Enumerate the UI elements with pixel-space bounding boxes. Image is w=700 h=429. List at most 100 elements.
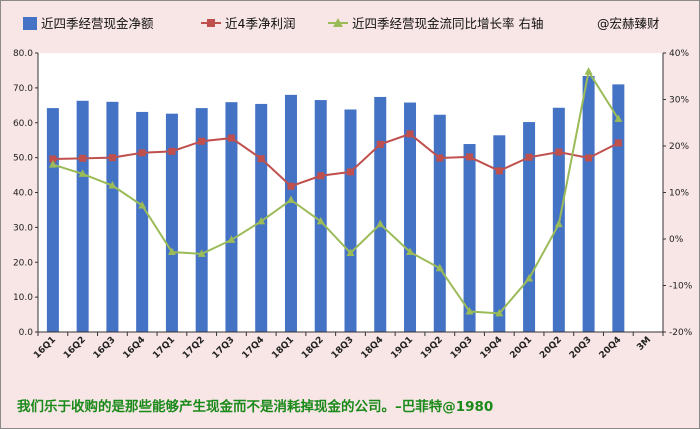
- x-tick-label: 19Q4: [479, 335, 505, 361]
- profit-point: [406, 130, 414, 138]
- x-tick-label: 19Q1: [389, 335, 415, 361]
- x-tick-label: 16Q1: [32, 335, 58, 361]
- bar: [195, 108, 208, 332]
- buffett-quote: 我们乐于收购的是那些能够产生现金而不是消耗掉现金的公司。–巴菲特@1980: [17, 399, 494, 415]
- x-tick-label: 16Q3: [92, 335, 118, 361]
- legend-label: 近四季经营现金流同比增长率 右轴: [352, 16, 543, 31]
- profit-point: [49, 155, 57, 163]
- growth-point: [435, 263, 444, 272]
- growth-point: [48, 160, 57, 168]
- growth-point: [108, 181, 117, 189]
- left-tick-label: 40.0: [13, 189, 33, 199]
- left-tick-label: 10.0: [13, 293, 33, 303]
- growth-point: [376, 219, 385, 228]
- right-tick-label: -20%: [669, 328, 693, 338]
- x-tick-label: 16Q4: [122, 335, 148, 361]
- growth-point: [138, 201, 147, 209]
- growth-point: [286, 195, 295, 203]
- legend-marker-triangle: [333, 18, 343, 27]
- legend-marker-square: [207, 19, 215, 27]
- bar: [463, 144, 476, 332]
- x-tick-label: 19Q3: [449, 335, 475, 361]
- profit-point: [287, 182, 295, 190]
- bar: [225, 102, 238, 332]
- profit-point: [376, 140, 384, 148]
- x-tick-label: 20Q1: [508, 335, 534, 361]
- right-tick-label: 40%: [669, 49, 689, 59]
- right-tick-label: 30%: [669, 96, 689, 106]
- growth-point: [614, 114, 623, 123]
- profit-point: [347, 168, 354, 176]
- growth-point: [495, 308, 504, 317]
- x-tick-label: 20Q2: [538, 335, 564, 361]
- legend: 近四季经营现金净额 近4季净利润 近四季经营现金流同比增长率 右轴 @宏赫臻财: [23, 16, 660, 31]
- bar: [374, 96, 387, 332]
- profit-point: [525, 153, 533, 161]
- profit-point: [108, 154, 116, 162]
- growth-line: [52, 68, 620, 315]
- x-tick-label: 17Q4: [241, 335, 267, 361]
- x-tick-label: 17Q3: [211, 335, 237, 361]
- growth-point: [525, 274, 534, 282]
- growth-point: [197, 249, 206, 257]
- growth-point: [554, 219, 563, 228]
- bar: [344, 109, 357, 332]
- bar: [582, 76, 595, 332]
- left-tick-label: 70.0: [13, 84, 33, 94]
- profit-point: [79, 154, 87, 162]
- profit-point: [466, 153, 474, 161]
- right-tick-label: 0%: [669, 235, 684, 245]
- right-tick-label: -10%: [669, 282, 693, 292]
- growth-point: [465, 307, 474, 315]
- left-tick-label: 0.0: [19, 328, 34, 338]
- bar: [433, 114, 446, 332]
- x-tick-label: 16Q2: [62, 335, 88, 361]
- profit-line: [52, 132, 619, 188]
- x-tick-label: 20Q3: [568, 335, 594, 361]
- legend-label: 近4季净利润: [225, 16, 295, 31]
- x-tick-label: 18Q3: [330, 335, 356, 361]
- x-tick-label: 18Q2: [300, 335, 326, 361]
- left-tick-label: 80.0: [13, 49, 33, 59]
- growth-point: [227, 235, 236, 243]
- bar: [165, 113, 178, 333]
- x-tick-label: 19Q2: [419, 335, 445, 361]
- growth-point: [584, 67, 593, 75]
- profit-point: [138, 149, 146, 157]
- profit-point: [198, 137, 206, 145]
- bar: [76, 100, 89, 332]
- legend-watermark: @宏赫臻财: [597, 16, 660, 31]
- bar: [404, 102, 417, 333]
- bar: [284, 94, 297, 332]
- bar: [136, 111, 149, 332]
- left-tick-label: 20.0: [13, 258, 33, 268]
- bar: [46, 108, 59, 332]
- profit-point: [585, 154, 593, 162]
- legend-label: 近四季经营现金净额: [41, 16, 154, 31]
- profit-point: [168, 147, 176, 155]
- bar: [493, 135, 506, 332]
- profit-point: [555, 148, 563, 156]
- profit-point: [257, 155, 265, 163]
- growth-point: [316, 216, 325, 225]
- legend-swatch-bar: [23, 17, 37, 30]
- profit-point: [436, 154, 444, 162]
- line-series: [48, 67, 623, 317]
- profit-point: [227, 134, 235, 142]
- bar: [523, 122, 536, 333]
- left-tick-label: 60.0: [13, 119, 33, 129]
- growth-point: [78, 169, 87, 177]
- profit-point: [317, 172, 325, 180]
- profit-point: [614, 139, 622, 147]
- x-tick-label: 3M: [635, 335, 653, 353]
- bar: [106, 101, 119, 332]
- x-tick-label: 18Q1: [270, 335, 296, 361]
- growth-point: [257, 216, 266, 225]
- growth-point: [346, 248, 355, 256]
- x-tick-label: 20Q4: [598, 335, 624, 361]
- right-tick-label: 10%: [669, 189, 689, 199]
- left-tick-label: 30.0: [13, 223, 33, 233]
- growth-point: [406, 247, 415, 256]
